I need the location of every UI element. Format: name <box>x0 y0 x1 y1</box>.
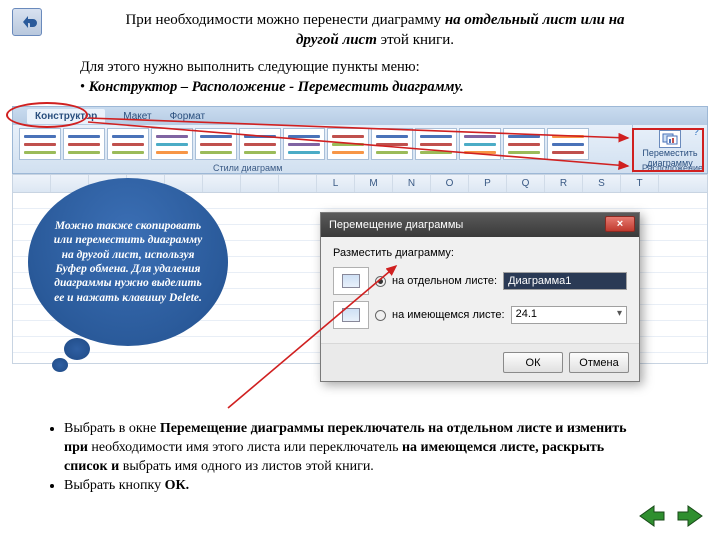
existing-sheet-icon <box>333 301 369 329</box>
tab-format[interactable]: Формат <box>170 111 206 122</box>
opt1-label: на отдельном листе: <box>392 275 497 287</box>
intro-line: Для этого нужно выполнить следующие пунк… <box>80 58 640 78</box>
location-group-label: Расположение <box>642 163 703 173</box>
header-pre: При необходимости можно перенести диагра… <box>125 12 444 28</box>
cancel-button[interactable]: Отмена <box>569 352 629 373</box>
dialog-titlebar: Перемещение диаграммы × <box>321 213 639 237</box>
style-thumb[interactable] <box>63 128 105 160</box>
style-thumb[interactable] <box>503 128 545 160</box>
dialog-question: Разместить диаграмму: <box>333 247 627 259</box>
radio-existing[interactable] <box>375 310 386 321</box>
menu-path: Конструктор – Расположение - Переместить… <box>89 79 464 95</box>
option-existing-sheet: на имеющемся листе: 24.1 <box>333 301 627 329</box>
back-button[interactable] <box>12 8 42 36</box>
dialog-body: Разместить диаграмму: на отдельном листе… <box>321 237 639 343</box>
ok-button[interactable]: ОК <box>503 352 563 373</box>
instruction-2: Выбрать кнопку ОК. <box>64 477 640 496</box>
style-thumb[interactable] <box>151 128 193 160</box>
close-button[interactable]: × <box>605 216 635 232</box>
prev-slide-button[interactable] <box>634 502 668 530</box>
close-icon: × <box>617 218 623 230</box>
ribbon-body: ? Стили диаграмм Переместить диаграмму <box>13 125 707 173</box>
header-text: При необходимости можно перенести диагра… <box>110 10 640 51</box>
help-icon[interactable]: ? <box>689 127 703 141</box>
style-thumb[interactable] <box>371 128 413 160</box>
tab-constructor[interactable]: Конструктор <box>27 109 105 124</box>
style-thumb[interactable] <box>107 128 149 160</box>
style-thumb[interactable] <box>327 128 369 160</box>
header-post: этой книги. <box>377 32 454 48</box>
opt2-label: на имеющемся листе: <box>392 309 505 321</box>
bubble-tail <box>52 358 68 372</box>
sheet-name-input[interactable] <box>503 272 627 290</box>
separate-sheet-icon <box>333 267 369 295</box>
move-chart-icon <box>659 130 681 148</box>
instructions: Выбрать в окне Перемещение диаграммы пер… <box>50 420 640 496</box>
dialog-buttons: ОК Отмена <box>321 343 639 381</box>
option-separate-sheet: на отдельном листе: <box>333 267 627 295</box>
style-thumb[interactable] <box>547 128 589 160</box>
style-thumb[interactable] <box>415 128 457 160</box>
instruction-1: Выбрать в окне Перемещение диаграммы пер… <box>64 420 640 477</box>
ribbon: Конструктор Макет Формат ? Стили диаграм… <box>12 106 708 174</box>
style-thumb[interactable] <box>459 128 501 160</box>
intro-text: Для этого нужно выполнить следующие пунк… <box>80 58 640 97</box>
next-slide-button[interactable] <box>674 502 708 530</box>
dialog-title: Перемещение диаграммы <box>329 219 463 231</box>
radio-separate[interactable] <box>375 276 386 287</box>
info-bubble: Можно также скопировать или переместить … <box>28 178 228 346</box>
chart-styles-gallery[interactable] <box>13 125 632 173</box>
style-thumb[interactable] <box>283 128 325 160</box>
style-thumb[interactable] <box>195 128 237 160</box>
tab-layout[interactable]: Макет <box>123 111 151 122</box>
ribbon-tabs: Конструктор Макет Формат <box>13 107 707 125</box>
sheet-select[interactable]: 24.1 <box>511 306 627 324</box>
bubble-tail <box>64 338 90 360</box>
style-thumb[interactable] <box>239 128 281 160</box>
move-chart-dialog: Перемещение диаграммы × Разместить диагр… <box>320 212 640 382</box>
styles-group-label: Стили диаграмм <box>213 163 282 173</box>
bubble-text: Можно также скопировать или переместить … <box>48 219 208 305</box>
style-thumb[interactable] <box>19 128 61 160</box>
